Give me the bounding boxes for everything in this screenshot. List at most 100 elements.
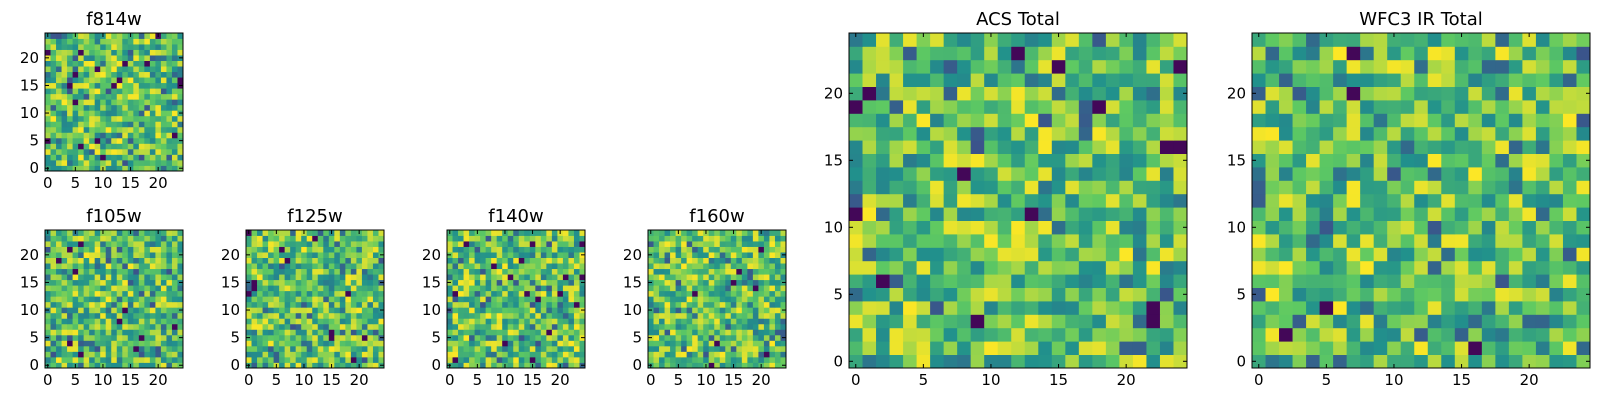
heatmap-cell [562, 340, 569, 347]
heatmap-cell [1441, 247, 1456, 262]
heatmap-cell [507, 318, 514, 325]
heatmap-cell [334, 362, 341, 369]
heatmap-cell [144, 60, 151, 67]
heatmap-cell [1092, 73, 1107, 87]
heatmap-cell [714, 257, 721, 264]
heatmap-cell [562, 257, 569, 264]
heatmap-cell [730, 312, 737, 319]
heatmap-cell [144, 329, 151, 336]
heatmap-cell [535, 241, 542, 247]
heatmap-cell [171, 121, 178, 128]
heatmap-cell [692, 285, 699, 292]
heatmap-cell [659, 263, 665, 270]
heatmap-cell [496, 323, 503, 330]
heatmap-cell [758, 285, 765, 292]
heatmap-cell [524, 318, 531, 325]
heatmap-cell [323, 235, 330, 242]
heatmap-cell [736, 301, 743, 308]
heatmap-cell [166, 55, 173, 61]
heatmap-cell [1441, 33, 1456, 47]
heatmap-cell [692, 307, 699, 314]
heatmap-cell [1078, 287, 1093, 302]
heatmap-cell [659, 274, 665, 281]
heatmap-cell [518, 246, 525, 253]
heatmap-cell [573, 323, 580, 330]
heatmap-cell [518, 290, 525, 297]
heatmap-cell [573, 257, 580, 264]
heatmap-cell [356, 323, 363, 330]
heatmap-cell [664, 307, 671, 314]
heatmap-cell [67, 93, 73, 100]
heatmap-cell [155, 93, 162, 100]
heatmap-cell [83, 71, 90, 78]
heatmap-cell [45, 268, 51, 275]
heatmap-cell [1146, 153, 1161, 168]
heatmap-cell [166, 296, 173, 303]
heatmap-cell [378, 241, 385, 247]
heatmap-cell [111, 49, 118, 56]
heatmap-cell [714, 285, 721, 292]
heatmap-cell [686, 307, 693, 314]
heatmap-cell [257, 351, 263, 358]
heatmap-cell [50, 126, 57, 133]
heatmap-cell [89, 345, 96, 352]
heatmap-cell [127, 263, 134, 270]
heatmap-cell [463, 351, 470, 358]
heatmap-cell [284, 296, 291, 303]
heatmap-cell [719, 323, 726, 330]
heatmap-cell [747, 362, 754, 369]
heatmap-cell [518, 296, 525, 303]
heatmap-cell [122, 137, 129, 144]
heatmap-cell [984, 153, 999, 168]
heatmap-cell [1508, 33, 1523, 47]
heatmap-cell [725, 301, 732, 308]
heatmap-cell [328, 274, 335, 281]
heatmap-cell [323, 312, 330, 319]
heatmap-cell [1024, 100, 1039, 114]
heatmap-cell [1038, 73, 1053, 87]
heatmap-cell [452, 301, 459, 308]
heatmap-cell [1292, 180, 1307, 195]
heatmap-cell [681, 257, 688, 264]
heatmap-cell [1119, 180, 1134, 195]
heatmap-cell [849, 140, 863, 154]
heatmap-cell [496, 235, 503, 242]
heatmap-cell [1454, 59, 1469, 74]
y-tick-label: 0 [1236, 352, 1246, 370]
heatmap-cell [1562, 220, 1577, 235]
heatmap-cell [703, 340, 710, 347]
heatmap-cell [1065, 260, 1080, 275]
heatmap-cell [1292, 193, 1307, 208]
heatmap-cell [714, 301, 721, 308]
heatmap-cell [378, 230, 385, 236]
heatmap-cell [849, 327, 863, 342]
heatmap-cell [1078, 180, 1093, 195]
heatmap-cell [361, 246, 368, 253]
heatmap-cell [862, 260, 877, 275]
heatmap-cell [719, 252, 726, 258]
heatmap-cell [747, 296, 754, 303]
heatmap-cell [1427, 126, 1442, 141]
y-tick-label: 20 [20, 49, 39, 67]
heatmap-cell [1092, 33, 1107, 47]
heatmap-cell [876, 301, 890, 315]
heatmap-cell [1508, 46, 1523, 61]
heatmap-cell [916, 153, 931, 168]
heatmap-cell [686, 351, 693, 358]
heatmap-cell [177, 351, 184, 358]
heatmap-cell [747, 356, 754, 363]
heatmap-cell [301, 323, 308, 330]
heatmap-cell [889, 140, 904, 154]
heatmap-cell [105, 93, 112, 100]
heatmap-cell [752, 307, 759, 314]
heatmap-cell [1549, 33, 1564, 47]
heatmap-cell [1549, 126, 1564, 141]
heatmap-cell [312, 230, 319, 236]
heatmap-cell [144, 99, 151, 106]
heatmap-cell [540, 323, 547, 330]
heatmap-cell [1132, 314, 1147, 329]
heatmap-cell [997, 126, 1012, 141]
heatmap-cell [61, 351, 68, 358]
heatmap-cell [573, 285, 580, 292]
